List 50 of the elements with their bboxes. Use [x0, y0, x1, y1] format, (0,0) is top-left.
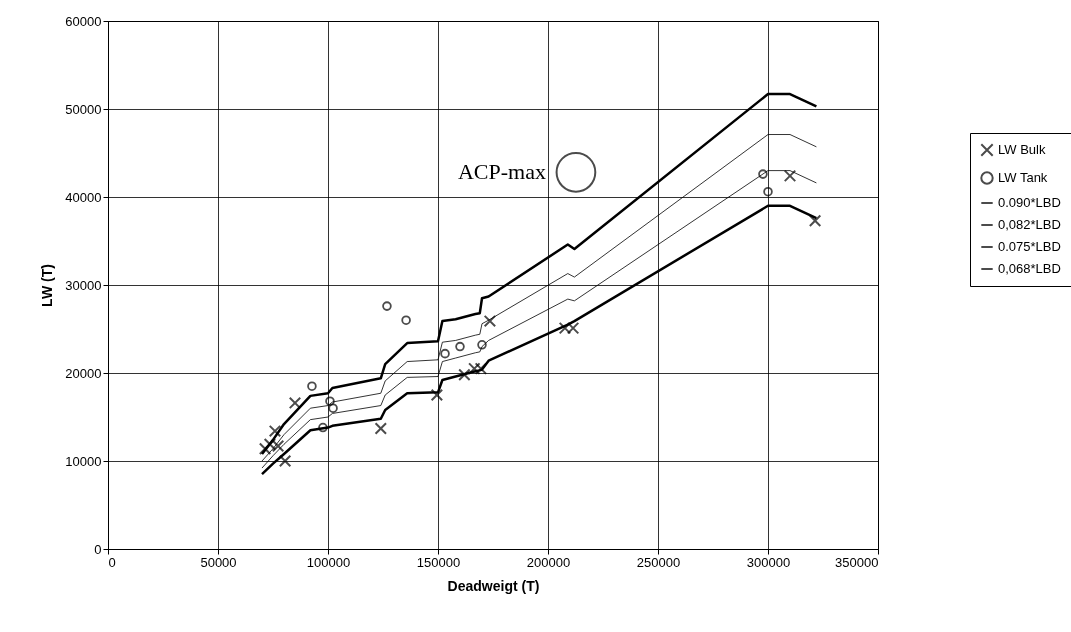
point [288, 396, 302, 410]
x-tick-label: 350000 [835, 554, 879, 570]
point [307, 381, 317, 391]
y-tick-label: 50000 [65, 101, 102, 117]
y-tick-label: 10000 [65, 453, 102, 469]
y-tick-label: 30000 [65, 277, 102, 293]
y-tick-label: 20000 [65, 365, 102, 381]
y-tick-label: 40000 [65, 189, 102, 205]
point [477, 340, 487, 350]
point [318, 422, 328, 433]
x-axis-title: Deadweigt (T) [447, 577, 540, 594]
legend-label: LW Tank [998, 170, 1048, 185]
point [474, 362, 488, 375]
point [278, 454, 292, 468]
point [758, 169, 768, 179]
point [566, 321, 580, 335]
point [763, 186, 773, 197]
y-axis-title: LW (T) [39, 264, 56, 307]
point [328, 403, 338, 413]
legend-label: 0.090*LBD [998, 195, 1061, 210]
point [401, 315, 411, 325]
legend-label: 0,068*LBD [998, 261, 1061, 276]
legend-label: 0,082*LBD [998, 217, 1061, 232]
x-tick-label: 50000 [200, 554, 237, 570]
legend-label: 0.075*LBD [998, 239, 1061, 254]
point [440, 348, 450, 359]
x-tick-label: 250000 [636, 554, 681, 570]
legend-label: LW Bulk [998, 142, 1046, 157]
y-tick-label: 0 [94, 541, 102, 557]
y-tick-label: 60000 [65, 13, 102, 29]
point [374, 422, 388, 435]
point [325, 396, 335, 406]
point [458, 368, 471, 381]
x-tick-label: 100000 [306, 554, 351, 570]
x-tick-label: 150000 [416, 554, 461, 570]
x-tick-label: 0 [108, 554, 116, 570]
point [483, 314, 497, 328]
point [430, 388, 444, 402]
x-tick-label: 200000 [526, 554, 571, 570]
point [382, 301, 392, 311]
point [558, 321, 572, 335]
point [468, 362, 481, 375]
annotation: ACP-max [457, 159, 546, 185]
point [263, 438, 277, 451]
x-tick-label: 300000 [746, 554, 791, 570]
point [268, 424, 282, 438]
point [271, 439, 285, 453]
point [808, 214, 822, 227]
point [783, 169, 797, 183]
point [455, 341, 465, 352]
